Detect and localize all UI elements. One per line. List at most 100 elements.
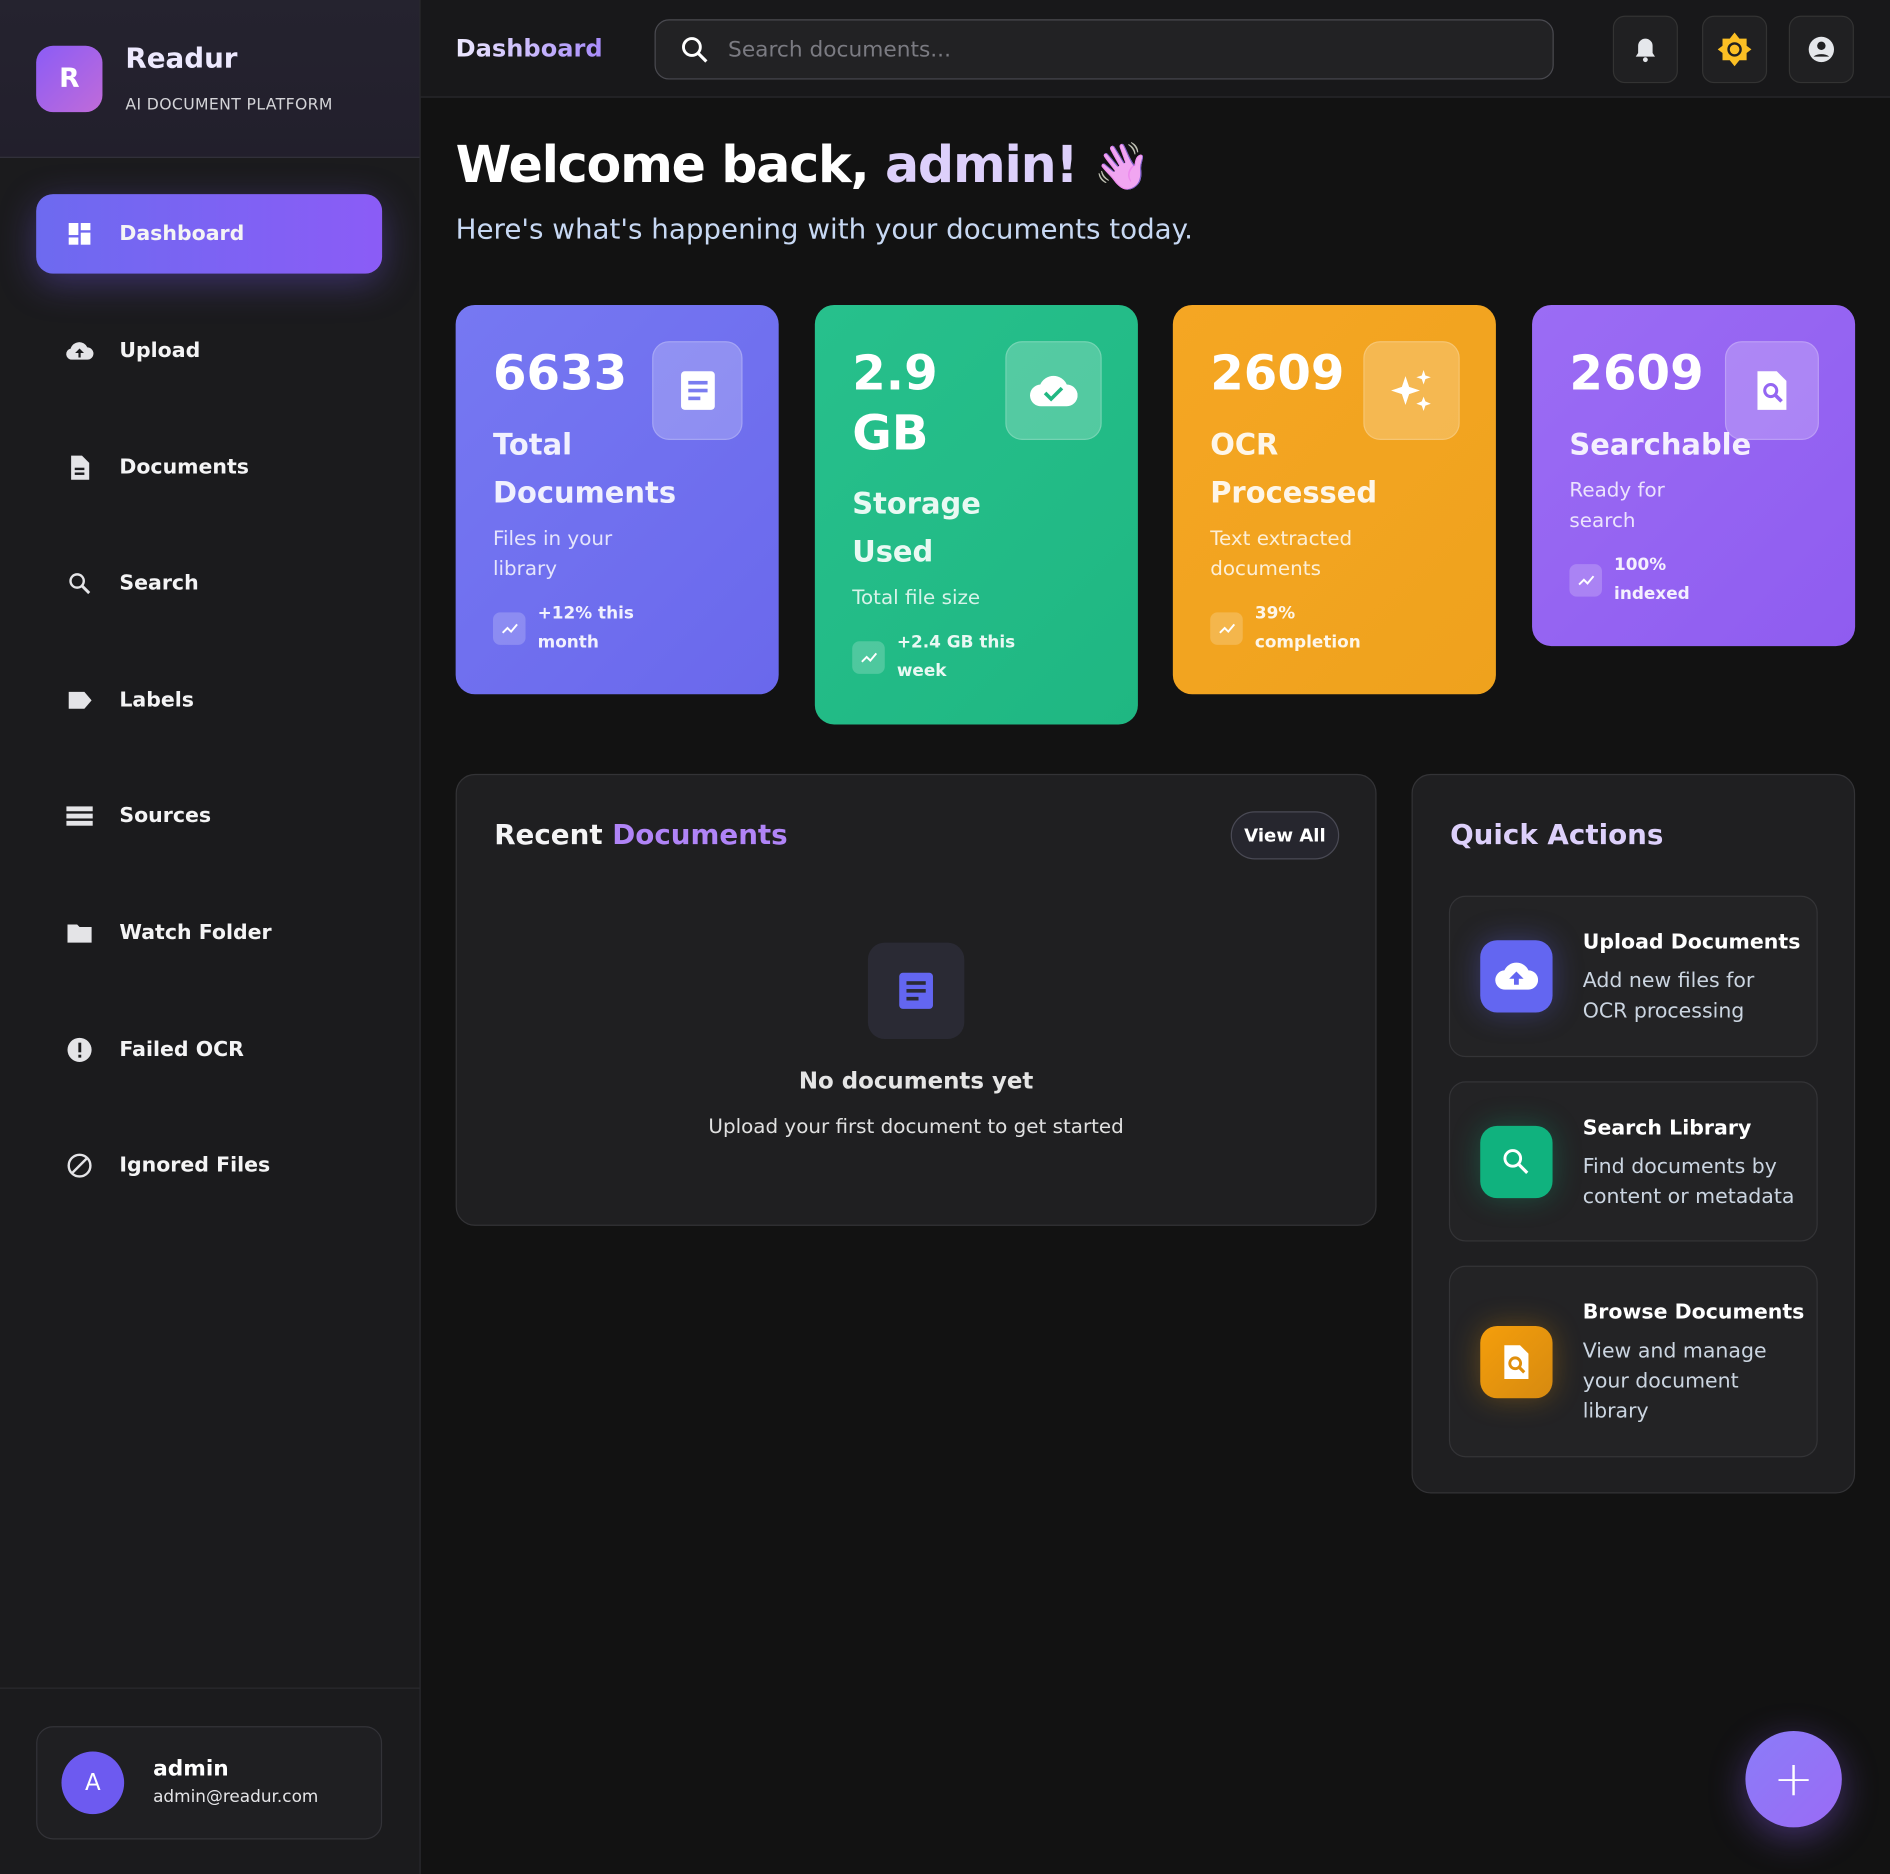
stat-value: 2609 (1569, 345, 1704, 402)
quick-action-search[interactable]: Search Library Find documents by content… (1448, 1081, 1818, 1242)
sidebar-item-dashboard[interactable]: Dashboard (36, 194, 383, 274)
cloud-upload-icon (65, 339, 94, 363)
account-button[interactable] (1788, 15, 1854, 84)
storage-icon (65, 805, 94, 827)
user-name: admin (153, 1756, 229, 1782)
plus-icon: + (1773, 1751, 1814, 1807)
stat-card-storage-used: 2.9 GB Storage Used Total file size +2.4… (814, 304, 1138, 725)
sidebar-item-failed-ocr[interactable]: Failed OCR (36, 1010, 382, 1090)
sidebar-item-ignored-files[interactable]: Ignored Files (36, 1126, 382, 1206)
brand-header: R Readur AI DOCUMENT PLATFORM (0, 0, 420, 158)
sidebar-item-label: Watch Folder (119, 920, 272, 946)
cloud-upload-icon (1480, 940, 1553, 1013)
search-icon (680, 35, 709, 64)
empty-state-title: No documents yet (798, 1067, 1034, 1095)
waving-hand-icon: 👋 (1093, 139, 1151, 193)
sidebar-item-label: Search (119, 571, 199, 596)
quick-actions-panel: Quick Actions Upload Documents Add new f… (1411, 773, 1856, 1494)
brand-tagline: AI DOCUMENT PLATFORM (125, 96, 333, 115)
page-title: Dashboard (455, 33, 603, 63)
welcome-title: Welcome back, admin! 👋 (455, 135, 1151, 195)
sidebar-item-watch-folder[interactable]: Watch Folder (36, 893, 382, 973)
quick-action-browse[interactable]: Browse Documents View and manage your do… (1448, 1265, 1818, 1458)
account-circle-icon (1808, 36, 1835, 63)
panel-title: Quick Actions (1450, 819, 1664, 852)
sidebar-item-label: Dashboard (119, 221, 245, 246)
stat-description: Total file size (852, 585, 981, 609)
stat-description: Text extracted documents (1210, 526, 1353, 580)
stat-card-ocr-processed: 2609 OCR Processed Text extracted docume… (1172, 304, 1496, 695)
sidebar-item-label: Sources (119, 804, 212, 829)
stat-label: Total Documents (493, 427, 677, 510)
sidebar-item-label: Labels (119, 688, 195, 713)
sidebar-item-labels[interactable]: Labels (36, 661, 382, 741)
divider (0, 1687, 420, 1689)
search-icon (65, 571, 94, 595)
brand-name: Readur (125, 43, 238, 75)
sidebar-item-label: Upload (119, 338, 201, 363)
stat-trend: +2.4 GB this week (852, 628, 1017, 686)
recent-documents-panel: Recent Documents View All No documents y… (455, 773, 1377, 1226)
empty-document-icon (867, 942, 965, 1040)
stat-value: 2609 (1210, 345, 1345, 402)
stat-card-total-documents: 6633 Total Documents Files in your libra… (455, 304, 779, 695)
quick-action-description: Find documents by content or metadata (1582, 1154, 1795, 1210)
quick-action-title: Search Library (1582, 1116, 1752, 1141)
search-bar[interactable] (654, 19, 1554, 80)
sidebar-item-sources[interactable]: Sources (36, 776, 382, 856)
stat-trend: 100% indexed (1569, 551, 1698, 609)
trending-up-icon (1210, 611, 1243, 645)
sidebar-item-search[interactable]: Search (36, 544, 382, 624)
search-icon (1480, 1125, 1553, 1199)
user-email: admin@readur.com (153, 1787, 319, 1807)
user-card[interactable]: A admin admin@readur.com (36, 1726, 383, 1840)
sidebar-item-documents[interactable]: Documents (36, 428, 382, 508)
add-fab-button[interactable]: + (1745, 1730, 1842, 1828)
stat-trend: +12% this month (493, 599, 674, 657)
stat-label: Searchable (1569, 427, 1752, 462)
cloud-done-icon (1005, 341, 1102, 440)
quick-action-upload[interactable]: Upload Documents Add new files for OCR p… (1448, 895, 1818, 1058)
notifications-button[interactable] (1612, 15, 1678, 84)
document-icon (652, 341, 743, 440)
sidebar-item-label: Failed OCR (119, 1037, 244, 1062)
panel-title: Recent Documents (494, 819, 788, 852)
top-header: Dashboard (420, 0, 1890, 98)
label-icon (65, 691, 94, 710)
document-icon (65, 454, 94, 481)
avatar: A (61, 1751, 125, 1815)
quick-action-title: Upload Documents (1582, 930, 1801, 955)
sidebar-item-label: Ignored Files (119, 1153, 271, 1178)
sidebar-item-upload[interactable]: Upload (36, 311, 382, 391)
sidebar: R Readur AI DOCUMENT PLATFORM Dashboard … (0, 0, 421, 1874)
stat-card-searchable: 2609 Searchable Ready for search 100% in… (1532, 304, 1856, 647)
error-icon (65, 1037, 94, 1064)
bell-icon (1635, 38, 1656, 63)
welcome-subtitle: Here's what's happening with your docume… (455, 214, 1193, 246)
empty-state-description: Upload your first document to get starte… (708, 1114, 1124, 1138)
stat-label: OCR Processed (1210, 427, 1378, 510)
stat-description: Files in your library (493, 526, 613, 580)
block-icon (65, 1152, 94, 1179)
trending-up-icon (493, 611, 526, 645)
stat-label: Storage Used (852, 486, 981, 569)
quick-action-description: View and manage your document library (1582, 1339, 1767, 1424)
trending-up-icon (1569, 563, 1602, 597)
search-input[interactable] (725, 35, 1553, 64)
stat-value: 2.9 GB (852, 345, 938, 462)
find-in-page-icon (1480, 1325, 1553, 1399)
stat-value: 6633 (493, 345, 628, 402)
view-all-button[interactable]: View All (1230, 811, 1340, 860)
dashboard-icon (65, 222, 94, 246)
trending-up-icon (852, 640, 885, 674)
logo: R (36, 45, 103, 113)
sun-icon (1717, 32, 1752, 67)
sparkle-icon (1363, 341, 1460, 440)
quick-action-description: Add new files for OCR processing (1582, 969, 1755, 1024)
folder-icon (65, 922, 94, 944)
find-in-page-icon (1724, 341, 1819, 440)
stat-trend: 39% completion (1210, 599, 1363, 657)
quick-action-title: Browse Documents (1582, 1300, 1805, 1325)
stat-description: Ready for search (1569, 478, 1665, 532)
theme-toggle-button[interactable] (1702, 15, 1768, 84)
